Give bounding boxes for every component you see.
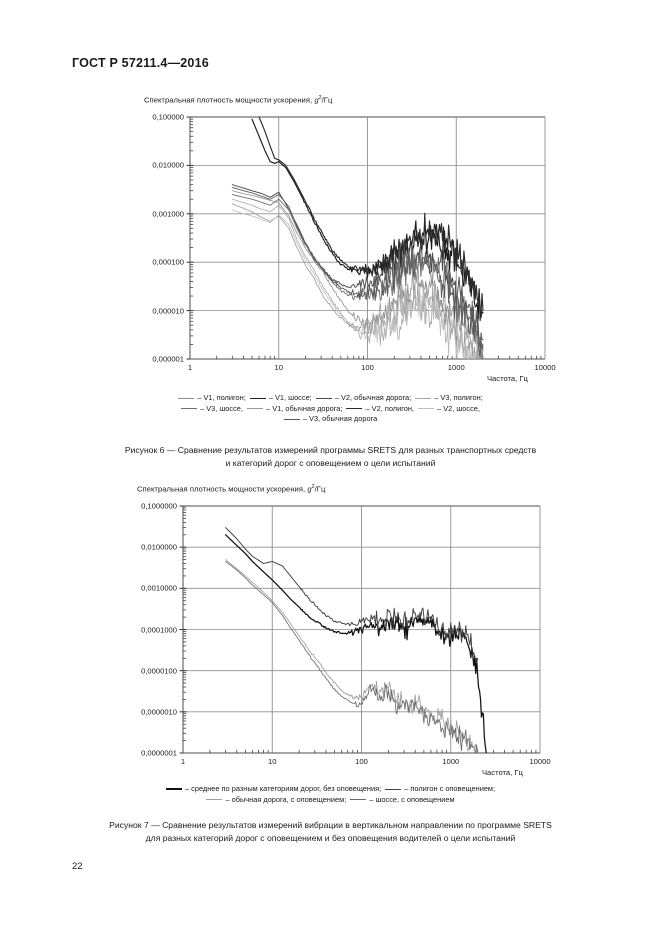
- chart-2-title-suffix: /Гц: [314, 484, 326, 494]
- legend-item-label: – V2, шоссе,: [435, 403, 480, 413]
- legend-item-label: – V2, полигон,: [363, 403, 415, 413]
- legend-item-label: – V3, обычная дорога: [300, 414, 378, 423]
- legend-item: – полигон с оповещением;: [385, 784, 495, 793]
- legend-color-swatch: [283, 418, 300, 420]
- y-axis-tick-label: 0,001000: [152, 209, 184, 219]
- chart-2-svg: [179, 505, 541, 754]
- legend-row: – V3, обычная дорога: [0, 414, 661, 425]
- legend-row: – V3, шоссе, – V1, обычная дорога; – V2,…: [0, 404, 661, 415]
- chart-2-plot-area: 0,1000000 0,0100000 0,0010000 0,0001000 0,00…: [0, 498, 661, 783]
- x-axis-tick-label: 1000: [447, 363, 465, 372]
- legend-item: – шоссе, с оповещением: [350, 794, 455, 804]
- x-axis-tick-label: 10000: [534, 363, 556, 372]
- legend-item: – V3, обычная дорога: [283, 414, 378, 423]
- y-axis-tick-label: 0,0000001: [141, 748, 177, 758]
- chart-1-title-prefix: Спектральная плотность мощности ускорени…: [144, 95, 315, 105]
- legend-item-label: – V2, обычная дорога;: [332, 393, 412, 402]
- chart-1-plot-area: 0,100000 0,010000 0,001000 0,000100 0,000010…: [0, 109, 661, 389]
- x-axis-tick-label: 100: [355, 757, 368, 766]
- y-axis-tick-label: 0,010000: [152, 160, 184, 170]
- legend-color-swatch: [350, 799, 367, 801]
- chart-1-title-symbol: g: [314, 95, 319, 105]
- legend-row: – среднее по разным категориям дорог, бе…: [0, 784, 661, 795]
- x-axis-tick-label: 10: [268, 757, 277, 766]
- legend-item: – V1, шоссе;: [249, 393, 312, 402]
- legend-color-swatch: [346, 408, 363, 410]
- x-axis-title: Частота, Гц: [487, 374, 528, 383]
- x-axis-tick-label: 100: [361, 363, 374, 372]
- legend-color-swatch: [178, 397, 195, 399]
- figure-7-caption: Рисунок 7 — Сравнение результатов измере…: [70, 819, 591, 844]
- legend-item: – V1, обычная дорога;: [246, 403, 343, 413]
- legend-item: – V2, шоссе,: [418, 404, 480, 413]
- x-axis-title: Частота, Гц: [482, 768, 523, 777]
- chart-2-legend: – среднее по разным категориям дорог, бе…: [0, 784, 661, 805]
- legend-item-label: – V3, шоссе,: [198, 403, 243, 413]
- legend-item: – обычная дорога, с оповещением;: [206, 795, 346, 804]
- legend-item-label: – среднее по разным категориям дорог, бе…: [182, 784, 382, 793]
- legend-color-swatch: [418, 408, 434, 410]
- y-axis-tick-label: 0,0100000: [141, 542, 177, 552]
- legend-item-label: – V1, шоссе;: [266, 393, 312, 402]
- y-axis-tick-label: 0,100000: [152, 112, 184, 122]
- x-axis-tick-label: 1000: [442, 757, 460, 766]
- legend-item-label: – шоссе, с оповещением: [367, 794, 455, 804]
- y-axis-tick-label: 0,1000000: [141, 501, 177, 511]
- y-axis-tick-label: 0,000100: [152, 257, 184, 267]
- figure-6-caption-line-2: и категорий дорог с оповещением о цели и…: [225, 457, 436, 468]
- legend-color-swatch: [246, 408, 263, 410]
- legend-color-swatch: [165, 788, 182, 791]
- y-axis-tick-label: 0,000001: [152, 354, 184, 364]
- legend-color-swatch: [249, 397, 266, 399]
- y-axis-tick-label: 0,0010000: [141, 583, 177, 593]
- legend-row: – обычная дорога, с оповещением; – шоссе…: [0, 795, 661, 806]
- chart-1-legend: – V1, полигон; – V1, шоссе; – V2, обычна…: [0, 393, 661, 425]
- x-axis-tick-label: 10000: [529, 757, 551, 766]
- legend-item-label: – обычная дорога, с оповещением;: [223, 794, 347, 804]
- legend-item-label: – V1, полигон;: [195, 393, 246, 402]
- legend-item-label: – полигон с оповещением;: [402, 784, 496, 793]
- legend-color-swatch: [181, 408, 198, 410]
- x-axis-tick-label: 10: [274, 363, 283, 372]
- chart-2-title-sup: 2: [311, 484, 315, 490]
- legend-row: – V1, полигон; – V1, шоссе; – V2, обычна…: [0, 393, 661, 404]
- legend-color-swatch: [206, 799, 223, 801]
- chart-1-svg: [186, 116, 546, 360]
- chart-1-title: Спектральная плотность мощности ускорени…: [144, 95, 332, 105]
- page-number: 22: [72, 861, 83, 872]
- x-axis-tick-label: 1: [180, 757, 186, 766]
- figure-7-caption-line-1: Рисунок 7 — Сравнение результатов измере…: [109, 820, 552, 830]
- legend-item-label: – V1, обычная дорога;: [263, 403, 343, 413]
- chart-2-title: Спектральная плотность мощности ускорени…: [137, 484, 325, 494]
- legend-color-swatch: [315, 397, 332, 399]
- legend-item: – V2, полигон,: [346, 404, 414, 413]
- y-axis-tick-label: 0,000010: [152, 306, 184, 316]
- y-axis-tick-label: 0,0001000: [141, 625, 177, 634]
- legend-item-label: – V3, полигон;: [432, 393, 483, 402]
- legend-item: – V3, шоссе,: [181, 404, 243, 413]
- legend-color-swatch: [385, 788, 402, 790]
- figure-6-caption: Рисунок 6 — Сравнение результатов измере…: [70, 444, 591, 469]
- chart-2-title-symbol: g: [307, 484, 312, 494]
- x-axis-tick-label: 1: [187, 363, 193, 372]
- y-axis-tick-label: 0,0000010: [141, 707, 177, 717]
- legend-item: – V2, обычная дорога;: [315, 393, 412, 402]
- chart-1-title-sup: 2: [318, 95, 322, 101]
- figure-6-caption-line-1: Рисунок 6 — Сравнение результатов измере…: [124, 445, 537, 455]
- figure-7-caption-line-2: для разных категорий дорог с оповещением…: [145, 832, 516, 843]
- chart-1-title-suffix: /Гц: [321, 95, 333, 105]
- chart-2-title-prefix: Спектральная плотность мощности ускорени…: [137, 484, 308, 494]
- legend-item: – среднее по разным категориям дорог, бе…: [165, 784, 382, 793]
- legend-item: – V3, полигон;: [415, 393, 483, 402]
- document-header: ГОСТ Р 57211.4—2016: [72, 56, 209, 70]
- legend-item: – V1, полигон;: [178, 393, 246, 402]
- legend-color-swatch: [415, 397, 432, 399]
- y-axis-tick-label: 0,0000100: [141, 666, 177, 676]
